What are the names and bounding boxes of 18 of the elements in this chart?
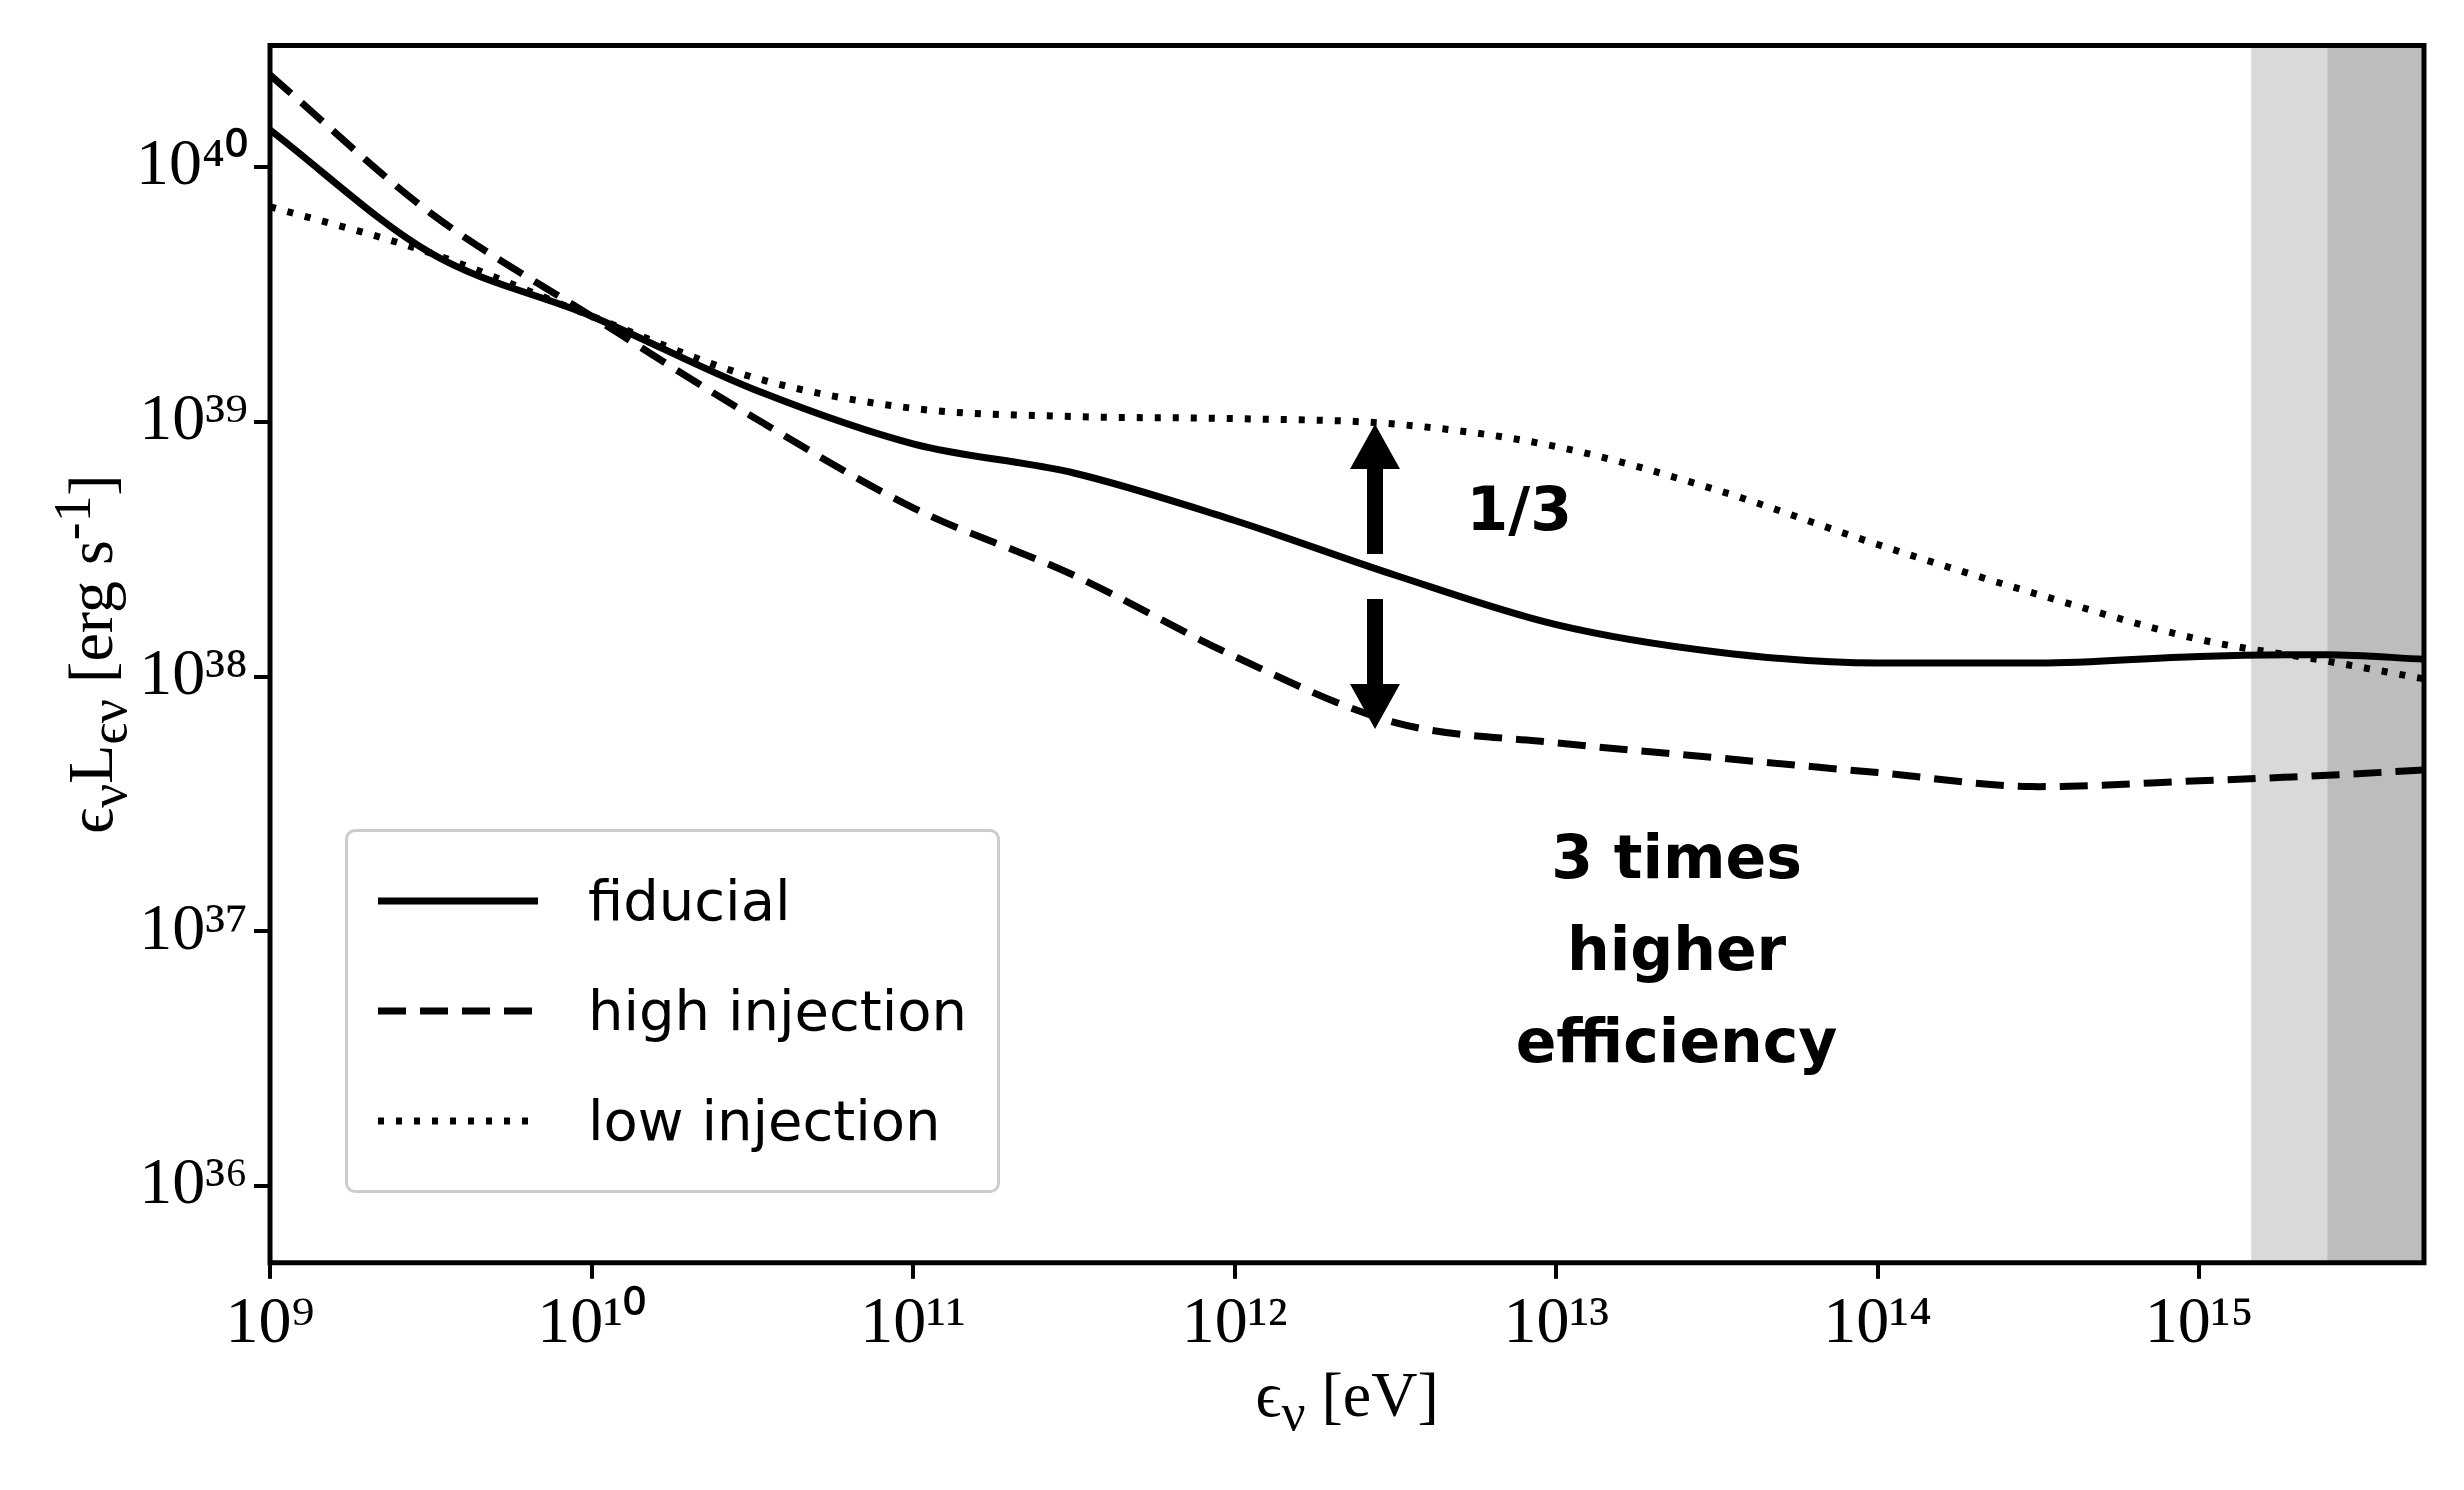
- annotation: 1/3: [1466, 473, 1573, 544]
- x-tick-label: 10⁹: [225, 1282, 315, 1356]
- legend-label: high injection: [588, 978, 968, 1044]
- x-tick-label: 10¹²: [1181, 1282, 1288, 1356]
- legend-label: low injection: [588, 1088, 941, 1154]
- x-tick-label: 10¹⁰: [537, 1282, 646, 1356]
- annotation: 3 times higher efficiency: [1515, 822, 1838, 1077]
- y-tick-label: 10³⁹: [139, 380, 249, 454]
- y-tick-label: 10⁴⁰: [135, 125, 249, 199]
- x-tick-label: 10¹¹: [860, 1282, 966, 1356]
- y-tick-label: 10³⁷: [139, 889, 249, 963]
- x-axis-title: ϵ$_{ν}$ [eV]: [1255, 1357, 1439, 1443]
- y-tick-label: 10³⁸: [139, 634, 249, 708]
- x-tick-label: 10¹⁴: [1823, 1282, 1933, 1356]
- y-tick-label: 10³⁶: [139, 1144, 249, 1218]
- x-tick-label: 10¹⁵: [2144, 1282, 2254, 1356]
- legend-label: fiducial: [588, 868, 791, 934]
- x-tick-label: 10¹³: [1503, 1282, 1609, 1356]
